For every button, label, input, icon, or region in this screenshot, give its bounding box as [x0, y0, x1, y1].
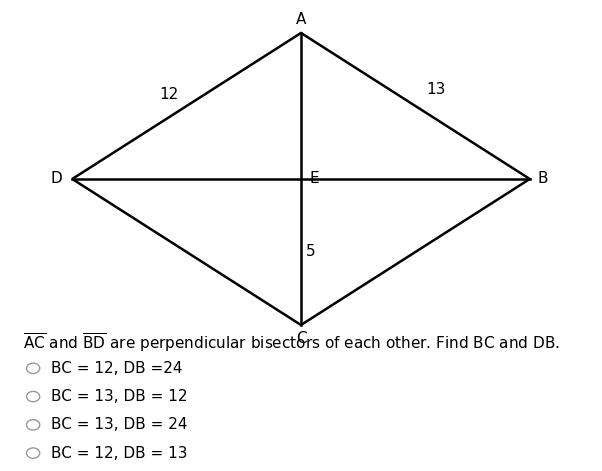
Text: BC = 12, DB = 13: BC = 12, DB = 13	[51, 446, 188, 461]
Text: 12: 12	[159, 87, 178, 102]
Text: A: A	[296, 12, 306, 27]
Text: C: C	[296, 331, 306, 346]
Text: $\overline{\rm AC}$ and $\overline{\rm BD}$ are perpendicular bisectors of each : $\overline{\rm AC}$ and $\overline{\rm B…	[23, 332, 560, 354]
Text: B: B	[538, 171, 548, 187]
Text: D: D	[51, 171, 63, 187]
Text: BC = 12, DB =24: BC = 12, DB =24	[51, 361, 182, 376]
Text: E: E	[309, 171, 319, 187]
Text: 13: 13	[427, 82, 446, 97]
Text: BC = 13, DB = 24: BC = 13, DB = 24	[51, 417, 188, 432]
Text: 5: 5	[306, 244, 315, 260]
Text: BC = 13, DB = 12: BC = 13, DB = 12	[51, 389, 188, 404]
